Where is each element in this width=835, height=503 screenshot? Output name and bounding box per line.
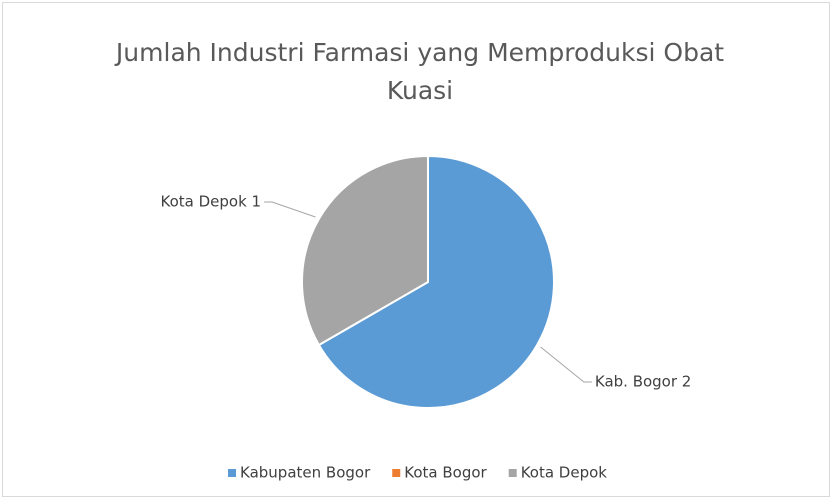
pie-slice	[301, 154, 429, 347]
pie-slice	[317, 154, 555, 409]
data-label: Kota Depok 1	[161, 193, 262, 211]
legend-label: Kabupaten Bogor	[240, 464, 371, 482]
legend-label: Kota Bogor	[404, 464, 487, 482]
data-label: Kab. Bogor 2	[595, 373, 691, 391]
legend-swatch	[508, 469, 517, 477]
leader-line	[264, 201, 316, 218]
legend-label: Kota Depok	[521, 464, 608, 482]
legend-swatch	[392, 469, 401, 477]
chart-title: Jumlah Industri Farmasi yang Memproduksi…	[115, 38, 725, 105]
legend-swatch	[228, 469, 237, 477]
leader-line	[540, 346, 592, 383]
